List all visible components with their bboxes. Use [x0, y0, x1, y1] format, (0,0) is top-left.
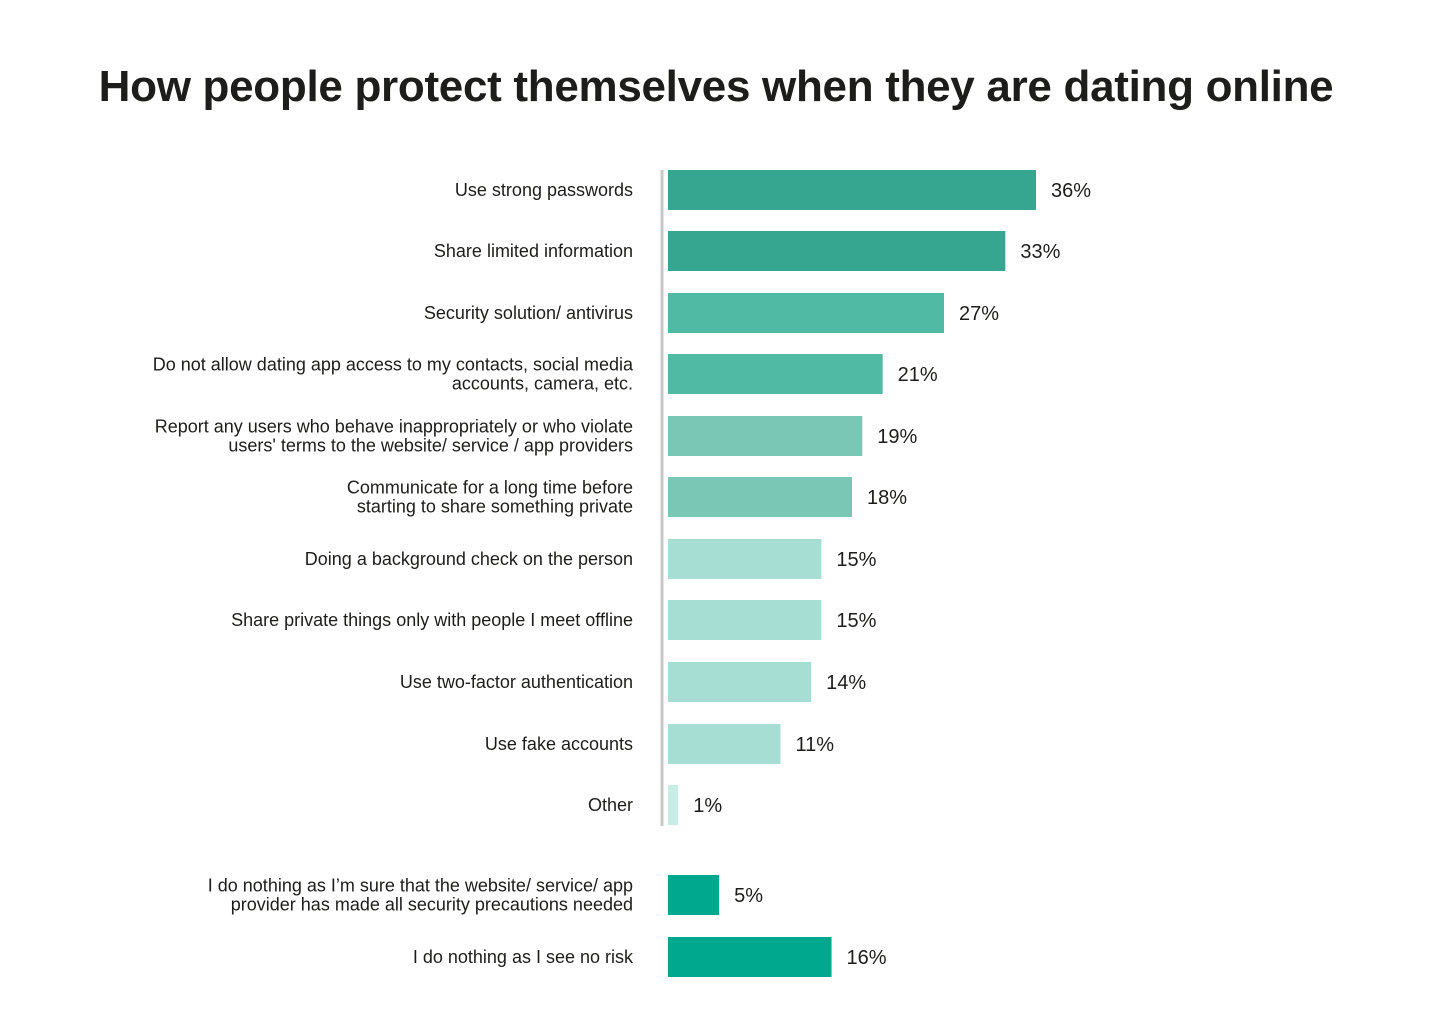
- value-label: 33%: [1020, 241, 1060, 263]
- category-label-line: Communicate for a long time before: [347, 478, 633, 498]
- category-label-line: Use two-factor authentication: [400, 672, 633, 692]
- value-label: 1%: [693, 795, 722, 817]
- value-label: 21%: [898, 364, 938, 386]
- bar: [668, 600, 822, 640]
- bar: [668, 724, 781, 764]
- category-label-line: Do not allow dating app access to my con…: [153, 355, 634, 375]
- category-label-line: Use fake accounts: [485, 734, 633, 754]
- value-label: 5%: [734, 885, 763, 907]
- bar: [668, 293, 944, 333]
- value-label: 16%: [847, 947, 887, 969]
- category-label-line: I do nothing as I see no risk: [413, 947, 634, 967]
- category-label-line: Share private things only with people I …: [231, 610, 633, 630]
- category-label-line: Share limited information: [434, 241, 633, 261]
- bar: [668, 477, 852, 517]
- category-label-line: Security solution/ antivirus: [424, 303, 633, 323]
- category-label: Doing a background check on the person: [305, 549, 633, 569]
- value-label: 19%: [877, 426, 917, 448]
- category-label: I do nothing as I see no risk: [413, 947, 634, 967]
- bar: [668, 539, 822, 579]
- category-label-line: Other: [588, 795, 633, 815]
- category-label-line: Doing a background check on the person: [305, 549, 633, 569]
- category-label: Share private things only with people I …: [231, 610, 633, 630]
- bar: [668, 662, 812, 702]
- value-label: 18%: [867, 487, 907, 509]
- bar: [668, 354, 883, 394]
- value-label: 15%: [836, 549, 876, 571]
- bar: [668, 785, 679, 825]
- value-label: 14%: [826, 672, 866, 694]
- category-label: Use fake accounts: [485, 734, 633, 754]
- bar: [668, 416, 863, 456]
- category-label: Communicate for a long time before starti…: [347, 478, 633, 517]
- category-label-line: Report any users who behave inappropriat…: [155, 417, 633, 437]
- value-label: 27%: [959, 303, 999, 325]
- category-label: Do not allow dating app access to my con…: [153, 355, 634, 394]
- bar: [668, 170, 1036, 210]
- bar: [668, 937, 832, 977]
- category-label: Share limited information: [434, 241, 633, 261]
- category-label-line: I do nothing as I’m sure that the websit…: [208, 876, 633, 896]
- bar: [668, 231, 1006, 271]
- category-label: Use two-factor authentication: [400, 672, 633, 692]
- category-label: Report any users who behave inappropriat…: [155, 417, 633, 456]
- category-label-line: accounts, camera, etc.: [452, 374, 633, 394]
- value-label: 11%: [795, 734, 834, 756]
- category-label: I do nothing as I’m sure that the websit…: [208, 876, 633, 915]
- category-label-line: provider has made all security precautio…: [231, 895, 633, 915]
- category-label: Other: [588, 795, 633, 815]
- chart-title: How people protect themselves when they …: [98, 62, 1334, 111]
- category-label-line: starting to share something private: [357, 497, 633, 517]
- category-label-line: Use strong passwords: [455, 180, 633, 200]
- category-label-line: users' terms to the website/ service / a…: [228, 436, 633, 456]
- category-label: Security solution/ antivirus: [424, 303, 633, 323]
- category-label: Use strong passwords: [455, 180, 633, 200]
- bar: [668, 875, 720, 915]
- value-label: 36%: [1051, 180, 1091, 202]
- value-label: 15%: [836, 610, 876, 632]
